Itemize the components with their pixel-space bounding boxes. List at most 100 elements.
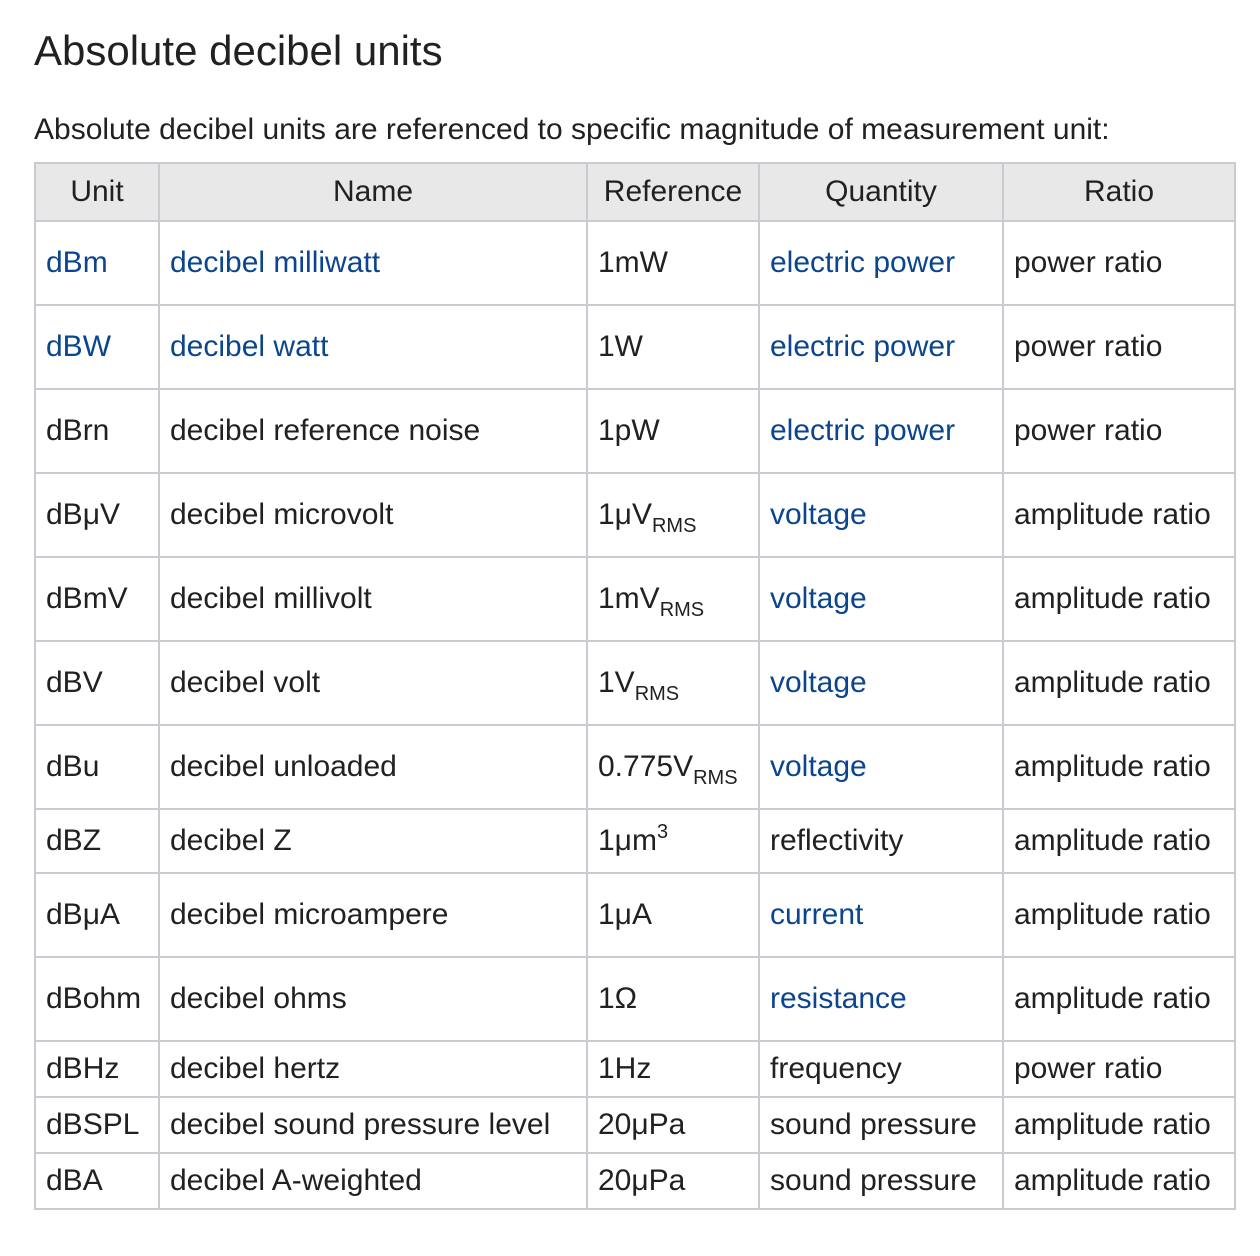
header-reference: Reference	[586, 162, 760, 222]
table-row: dBohm decibel ohms 1Ω resistance amplitu…	[34, 956, 1236, 1042]
table-row: dBHz decibel hertz 1Hz frequency power r…	[34, 1040, 1236, 1098]
name-cell: decibel microampere	[158, 872, 588, 958]
quantity-cell[interactable]: resistance	[758, 956, 1004, 1042]
reference-cell: 1VRMS	[586, 640, 760, 726]
ratio-cell: power ratio	[1002, 304, 1236, 390]
quantity-link[interactable]: voltage	[770, 498, 867, 531]
table-row: dBW decibel watt 1W electric power power…	[34, 304, 1236, 390]
unit-cell: dBu	[34, 724, 160, 810]
quantity-cell: sound pressure	[758, 1096, 1004, 1154]
header-ratio: Ratio	[1002, 162, 1236, 222]
reference-cell: 1W	[586, 304, 760, 390]
table-row: dBV decibel volt 1VRMS voltage amplitude…	[34, 640, 1236, 726]
unit-cell: dBohm	[34, 956, 160, 1042]
quantity-cell: reflectivity	[758, 808, 1004, 874]
table-row: dBm decibel milliwatt 1mW electric power…	[34, 220, 1236, 306]
ratio-cell: amplitude ratio	[1002, 872, 1236, 958]
reference-subscript: RMS	[693, 767, 738, 789]
table-row: dBA decibel A-weighted 20μPa sound press…	[34, 1152, 1236, 1210]
header-quantity: Quantity	[758, 162, 1004, 222]
unit-cell: dBA	[34, 1152, 160, 1210]
name-cell: decibel hertz	[158, 1040, 588, 1098]
reference-value: 1pW	[598, 414, 660, 447]
quantity-cell[interactable]: voltage	[758, 556, 1004, 642]
quantity-cell[interactable]: voltage	[758, 640, 1004, 726]
unit-cell: dBμA	[34, 872, 160, 958]
reference-value: 1V	[598, 666, 635, 699]
unit-link[interactable]: dBW	[46, 330, 112, 363]
name-cell[interactable]: decibel watt	[158, 304, 588, 390]
reference-cell: 1μVRMS	[586, 472, 760, 558]
quantity-link[interactable]: current	[770, 898, 864, 931]
ratio-cell: amplitude ratio	[1002, 556, 1236, 642]
quantity-link[interactable]: voltage	[770, 750, 867, 783]
reference-value: 1Hz	[598, 1052, 652, 1085]
ratio-cell: amplitude ratio	[1002, 956, 1236, 1042]
name-link[interactable]: decibel watt	[170, 330, 329, 363]
quantity-link[interactable]: voltage	[770, 666, 867, 699]
reference-cell: 1μA	[586, 872, 760, 958]
unit-cell: dBZ	[34, 808, 160, 874]
reference-value: 20μPa	[598, 1164, 686, 1197]
unit-cell: dBV	[34, 640, 160, 726]
quantity-cell[interactable]: electric power	[758, 304, 1004, 390]
quantity-cell[interactable]: electric power	[758, 220, 1004, 306]
reference-cell: 1pW	[586, 388, 760, 474]
table-row: dBμV decibel microvolt 1μVRMS voltage am…	[34, 472, 1236, 558]
quantity-link[interactable]: electric power	[770, 414, 956, 447]
unit-cell: dBmV	[34, 556, 160, 642]
unit-cell: dBSPL	[34, 1096, 160, 1154]
table-row: dBZ decibel Z 1μm3 reflectivity amplitud…	[34, 808, 1236, 874]
name-cell: decibel ohms	[158, 956, 588, 1042]
reference-value: 1mV	[598, 582, 660, 615]
reference-cell: 1Hz	[586, 1040, 760, 1098]
unit-cell[interactable]: dBW	[34, 304, 160, 390]
ratio-cell: amplitude ratio	[1002, 1096, 1236, 1154]
reference-cell: 1Ω	[586, 956, 760, 1042]
ratio-cell: amplitude ratio	[1002, 1152, 1236, 1210]
table-header-row: Unit Name Reference Quantity Ratio	[34, 162, 1236, 222]
unit-cell: dBμV	[34, 472, 160, 558]
reference-value: 1μm	[598, 824, 657, 857]
quantity-cell[interactable]: voltage	[758, 724, 1004, 810]
table-row: dBrn decibel reference noise 1pW electri…	[34, 388, 1236, 474]
name-cell: decibel unloaded	[158, 724, 588, 810]
ratio-cell: amplitude ratio	[1002, 724, 1236, 810]
quantity-link[interactable]: electric power	[770, 246, 956, 279]
name-cell[interactable]: decibel milliwatt	[158, 220, 588, 306]
quantity-cell: sound pressure	[758, 1152, 1004, 1210]
unit-cell: dBrn	[34, 388, 160, 474]
quantity-cell[interactable]: current	[758, 872, 1004, 958]
unit-cell: dBHz	[34, 1040, 160, 1098]
quantity-link[interactable]: resistance	[770, 982, 907, 1015]
reference-value: 1mW	[598, 246, 668, 279]
quantity-link[interactable]: voltage	[770, 582, 867, 615]
name-cell: decibel A-weighted	[158, 1152, 588, 1210]
reference-cell: 20μPa	[586, 1152, 760, 1210]
unit-cell[interactable]: dBm	[34, 220, 160, 306]
quantity-link[interactable]: electric power	[770, 330, 956, 363]
name-link[interactable]: decibel milliwatt	[170, 246, 381, 279]
reference-cell: 1μm3	[586, 808, 760, 874]
reference-value: 1μA	[598, 898, 652, 931]
ratio-cell: power ratio	[1002, 1040, 1236, 1098]
table-row: dBSPL decibel sound pressure level 20μPa…	[34, 1096, 1236, 1154]
table-row: dBμA decibel microampere 1μA current amp…	[34, 872, 1236, 958]
table-row: dBmV decibel millivolt 1mVRMS voltage am…	[34, 556, 1236, 642]
reference-subscript: RMS	[634, 683, 680, 705]
unit-link[interactable]: dBm	[46, 246, 108, 279]
quantity-cell[interactable]: electric power	[758, 388, 1004, 474]
reference-subscript: RMS	[659, 599, 705, 621]
quantity-cell: frequency	[758, 1040, 1004, 1098]
ratio-cell: amplitude ratio	[1002, 472, 1236, 558]
reference-value: 20μPa	[598, 1108, 686, 1141]
ratio-cell: power ratio	[1002, 388, 1236, 474]
reference-cell: 1mW	[586, 220, 760, 306]
name-cell: decibel millivolt	[158, 556, 588, 642]
reference-subscript: RMS	[651, 515, 697, 537]
header-unit: Unit	[34, 162, 160, 222]
name-cell: decibel volt	[158, 640, 588, 726]
reference-cell: 0.775VRMS	[586, 724, 760, 810]
reference-value: 0.775V	[598, 750, 694, 783]
quantity-cell[interactable]: voltage	[758, 472, 1004, 558]
